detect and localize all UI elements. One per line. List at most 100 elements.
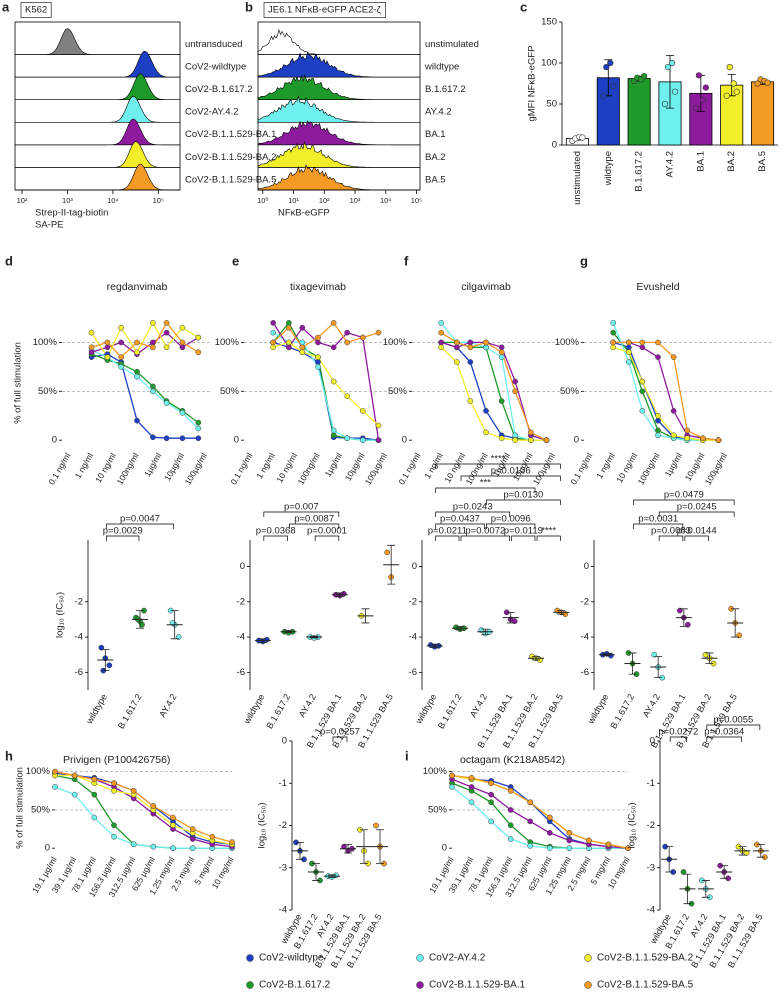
sd-bar — [705, 652, 714, 664]
data-point — [163, 329, 170, 336]
histogram — [14, 95, 181, 123]
x-tick-label: 100ng/ml — [115, 451, 141, 486]
bar — [751, 81, 775, 146]
significance-bracket — [435, 463, 561, 469]
data-point — [209, 833, 216, 840]
data-point — [467, 344, 474, 351]
x-tick-label: 10⁴ — [380, 196, 392, 205]
data-point — [566, 830, 573, 836]
data-point — [639, 339, 646, 346]
histogram — [14, 50, 181, 78]
x-tick-label: 0.1 ng/ml — [228, 451, 254, 486]
row-label: BA.1 — [425, 129, 446, 140]
data-point — [507, 822, 514, 829]
data-point — [375, 329, 382, 336]
data-point — [344, 393, 351, 400]
y-tick-label: -1 — [647, 778, 655, 789]
y-tick-label: -4 — [75, 632, 83, 643]
series-line — [54, 786, 232, 849]
x-tick-label: 100µg/ml — [363, 451, 389, 487]
y-tick-label: -6 — [409, 667, 417, 678]
significance-label: p=0.0029 — [103, 526, 143, 537]
data-point — [134, 368, 140, 375]
y-tick-label: 100% — [26, 766, 51, 777]
data-point — [91, 791, 98, 798]
data-point — [330, 432, 337, 439]
significance-bracket — [289, 523, 340, 529]
data-point — [118, 324, 124, 331]
y-tick-label: 0 — [574, 435, 579, 446]
sd-bar — [654, 656, 663, 679]
data-point — [134, 373, 140, 380]
x-tick-label: 10⁵ — [411, 196, 422, 205]
x-tick-label: AY.4.2 — [297, 692, 318, 719]
chart-title: cilgavimab — [461, 281, 511, 293]
sd-bar — [738, 846, 747, 856]
data-point — [527, 437, 534, 444]
legend-swatch — [416, 981, 424, 989]
y-tick-label: 50% — [560, 386, 580, 397]
data-point — [670, 354, 677, 360]
data-point — [195, 334, 202, 341]
chart-title: octagam (K218A8542) — [460, 754, 565, 766]
data-point — [483, 344, 489, 351]
histogram — [14, 73, 181, 101]
data-point — [625, 845, 631, 852]
data-point — [467, 398, 474, 404]
y-axis-label: log₁₀ (IC₅₀) — [257, 802, 268, 848]
data-point — [507, 836, 514, 842]
y-tick-label: 100% — [423, 766, 448, 777]
data-point — [512, 432, 519, 439]
data-point — [111, 833, 117, 840]
significance-bracket — [105, 523, 175, 529]
data-point — [104, 339, 111, 346]
sd-bar — [170, 610, 179, 640]
data-point — [453, 344, 460, 351]
significance-bracket — [536, 535, 561, 541]
data-point — [163, 344, 170, 351]
x-tick-label: AY.4.2 — [641, 692, 662, 719]
row-label: CoV2-B.1.1.529-BA.2 — [185, 152, 276, 163]
significance-label: p=0.0031 — [638, 514, 678, 525]
bar — [627, 78, 651, 146]
series-line — [55, 774, 233, 845]
legend-label: CoV2-B.1.617.2 — [259, 980, 331, 991]
data-point — [88, 344, 95, 351]
data-point — [330, 344, 337, 351]
sd-bar — [258, 638, 267, 643]
data-point — [270, 344, 277, 351]
data-point — [668, 59, 676, 67]
data-point — [512, 437, 519, 444]
x-tick-label: B.1.617.2 — [436, 692, 464, 730]
sd-bar — [506, 611, 515, 624]
data-point — [512, 378, 519, 385]
significance-label: p=0.0130 — [503, 490, 543, 501]
data-point — [111, 787, 117, 794]
chart-title: JE6.1 NFκB-eGFP ACE2-ζ — [268, 5, 382, 16]
x-tick-label: 10² — [17, 196, 28, 205]
data-point — [163, 435, 170, 442]
data-point — [150, 434, 156, 441]
sd-bar — [376, 829, 384, 864]
data-point — [546, 814, 553, 821]
row-label: untransduced — [185, 39, 243, 50]
significance-bracket — [435, 511, 511, 517]
data-point — [605, 841, 612, 848]
data-point — [330, 378, 337, 385]
x-tick-label: 10µg/ml — [683, 451, 707, 482]
x-tick-label: 0.1 ng/ml — [396, 451, 422, 486]
legend-swatch — [584, 954, 592, 962]
data-point — [655, 427, 661, 434]
data-point — [373, 822, 379, 829]
series-line — [91, 353, 199, 439]
series-line — [451, 774, 629, 849]
y-tick-label: 100% — [33, 337, 58, 348]
data-point — [163, 400, 170, 406]
significance-bracket — [633, 499, 735, 505]
y-tick-label: -4 — [279, 905, 287, 916]
significance-label: p=0.0437 — [440, 514, 480, 525]
y-axis-label: log₁₀ (IC₅₀) — [55, 592, 66, 638]
data-point — [299, 324, 306, 331]
legend-swatch — [246, 954, 254, 962]
